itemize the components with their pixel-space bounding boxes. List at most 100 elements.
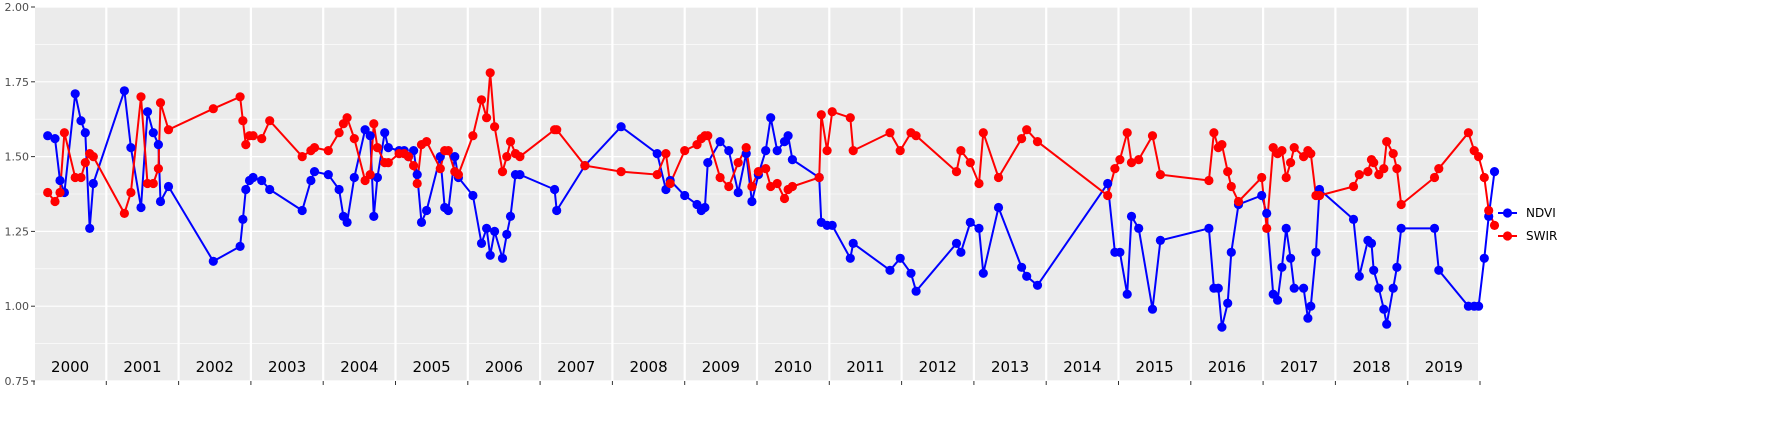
data-point-swir [895, 146, 905, 156]
data-point-swir [309, 143, 320, 153]
data-point-ndvi [476, 238, 487, 248]
data-point-swir [369, 119, 379, 129]
data-point-swir [238, 116, 248, 126]
year-labels: 2000 2001 2002 2003 2004 2005 2006 2007 2008 2009… [51, 358, 1463, 376]
year-label: 2018 [1352, 358, 1390, 376]
data-point-ndvi [1489, 167, 1500, 177]
year-label: 2000 [51, 358, 89, 376]
data-point-ndvi [1299, 283, 1309, 293]
data-point-swir [816, 110, 826, 120]
data-point-ndvi [724, 146, 734, 156]
data-point-ndvi [85, 223, 95, 233]
data-point-ndvi [248, 172, 258, 183]
data-point-swir [965, 158, 975, 168]
year-label: 2017 [1280, 358, 1318, 376]
year-label: 2015 [1136, 358, 1174, 376]
data-point-ndvi [1374, 283, 1384, 293]
data-point-swir [753, 167, 764, 177]
data-point-swir [257, 134, 267, 144]
data-point-ndvi [55, 175, 65, 186]
data-point-ndvi [1226, 247, 1236, 257]
data-point-swir [323, 146, 333, 156]
data-point-ndvi [450, 152, 460, 162]
data-point-swir [403, 152, 414, 162]
data-point-swir [208, 104, 218, 114]
data-point-ndvi [208, 256, 218, 266]
data-point-swir [848, 146, 858, 156]
data-point-swir [1262, 223, 1272, 233]
data-point-swir [1388, 149, 1398, 159]
data-point-swir [443, 146, 453, 156]
data-point-swir [580, 161, 590, 171]
data-point-swir [1115, 155, 1125, 165]
data-point-swir [1155, 170, 1165, 180]
data-point-ndvi [142, 107, 153, 117]
data-point-swir [1233, 196, 1244, 207]
data-point-swir [490, 122, 500, 132]
data-point-swir [733, 158, 743, 168]
data-point-ndvi [906, 268, 916, 278]
data-point-ndvi [155, 196, 166, 207]
data-point-ndvi [1286, 253, 1296, 263]
data-point-swir [616, 167, 626, 177]
data-point-ndvi [1479, 253, 1489, 263]
data-point-swir [1204, 175, 1214, 186]
data-point-swir [435, 164, 445, 174]
data-point-swir [1489, 220, 1500, 230]
data-point-ndvi [1103, 178, 1113, 189]
data-point-ndvi [827, 220, 837, 230]
data-point-swir [383, 158, 393, 168]
data-point-swir [885, 128, 895, 138]
data-point-ndvi [443, 205, 453, 216]
data-point-swir [827, 107, 837, 117]
data-point-ndvi [88, 178, 98, 189]
data-point-ndvi [700, 202, 710, 213]
data-point-swir [1277, 146, 1287, 156]
data-point-swir [409, 161, 419, 171]
data-point-ndvi [1434, 265, 1444, 275]
data-point-ndvi [416, 217, 427, 227]
data-point-swir [1017, 134, 1027, 144]
data-point-ndvi [1281, 223, 1291, 233]
data-point-ndvi [505, 211, 516, 221]
data-point-ndvi [766, 113, 776, 123]
data-point-swir [772, 178, 782, 189]
data-point-ndvi [951, 238, 962, 248]
data-point-swir [1257, 172, 1267, 183]
data-point-swir [80, 158, 90, 168]
year-label: 2012 [919, 358, 957, 376]
y-tick-label: 1.50 [5, 151, 30, 164]
data-point-ndvi [1257, 190, 1267, 201]
data-point-ndvi [412, 170, 422, 180]
legend: NDVI SWIR [1498, 206, 1557, 243]
data-point-swir [476, 95, 487, 105]
data-point-ndvi [911, 286, 921, 296]
data-point-ndvi [550, 184, 560, 195]
data-point-ndvi [1382, 319, 1392, 329]
data-point-ndvi [43, 131, 53, 141]
data-point-ndvi [1032, 280, 1043, 290]
data-point-ndvi [715, 137, 725, 147]
data-point-ndvi [238, 214, 248, 224]
data-point-ndvi [349, 172, 359, 183]
data-point-ndvi [1204, 223, 1214, 233]
data-point-swir [661, 149, 671, 159]
data-point-ndvi [1303, 313, 1313, 323]
data-point-swir [505, 137, 516, 147]
y-tick-label: 2.00 [5, 1, 30, 14]
data-point-ndvi [409, 146, 419, 156]
data-point-ndvi [76, 116, 86, 126]
data-point-swir [1022, 125, 1032, 135]
data-point-swir [297, 152, 307, 162]
data-point-ndvi [1273, 295, 1283, 305]
data-point-ndvi [380, 128, 390, 138]
data-point-swir [951, 167, 962, 177]
data-point-swir [1289, 143, 1299, 153]
data-point-ndvi [257, 175, 267, 186]
year-label: 2002 [196, 358, 234, 376]
data-point-ndvi [956, 247, 966, 257]
data-point-swir [1429, 172, 1440, 183]
year-label: 2009 [702, 358, 740, 376]
data-point-ndvi [787, 155, 798, 165]
